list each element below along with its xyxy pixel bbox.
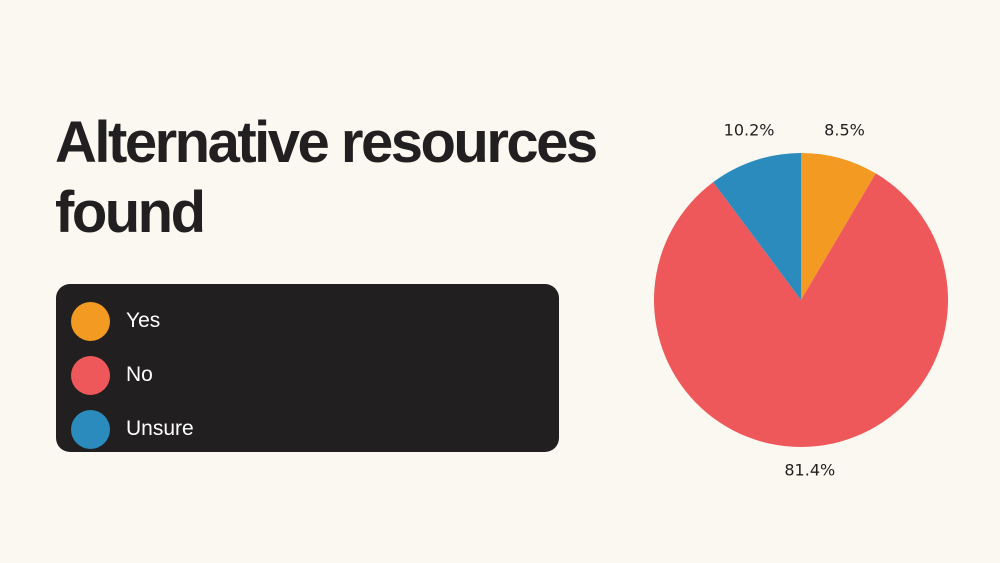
pie-label-unsure: 10.2% bbox=[724, 121, 775, 140]
pie-label-no: 81.4% bbox=[784, 461, 835, 480]
pie-slice-no bbox=[654, 173, 949, 447]
chart-legend: Yes No Unsure bbox=[56, 284, 559, 452]
legend-item-yes: Yes bbox=[56, 294, 559, 348]
pie-labels: 8.5% 81.4% 10.2% bbox=[724, 121, 865, 480]
pie-slices bbox=[654, 153, 949, 447]
legend-label-unsure: Unsure bbox=[126, 417, 194, 440]
legend-swatch-unsure bbox=[71, 409, 110, 449]
legend-item-unsure: Unsure bbox=[56, 402, 559, 456]
legend-label-yes: Yes bbox=[126, 309, 161, 332]
pie-slice-yes bbox=[801, 153, 876, 300]
legend-item-no: No bbox=[56, 348, 559, 402]
legend-swatch-no bbox=[71, 355, 110, 395]
legend-label-no: No bbox=[126, 363, 153, 386]
chart-title: Alternative resources found bbox=[55, 110, 598, 245]
legend-swatch-yes bbox=[71, 301, 110, 341]
pie-slice-unsure bbox=[713, 153, 801, 300]
pie-label-yes: 8.5% bbox=[824, 121, 865, 140]
